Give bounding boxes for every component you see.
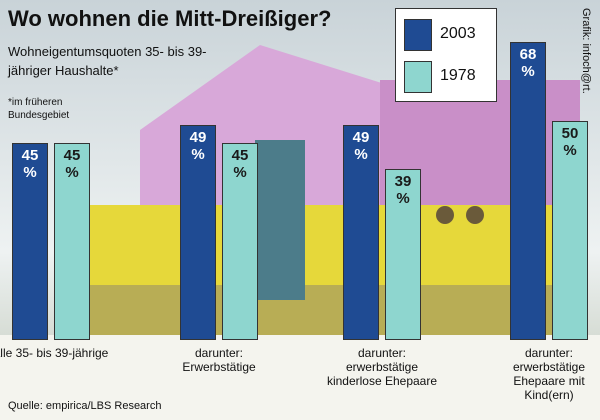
- x-tick-label: darunter: erwerbstätige Ehepaare mit Kin…: [512, 346, 586, 402]
- legend-swatch: [404, 61, 432, 93]
- legend: 2003 1978: [395, 8, 497, 102]
- bar: [54, 142, 90, 340]
- x-tick-label: alle 35- bis 39-jährige: [0, 346, 109, 360]
- value-label: 49 %: [352, 129, 370, 164]
- legend-label: 1978: [440, 67, 476, 84]
- value-label: 45 %: [63, 146, 81, 181]
- chart-title: Wo wohnen die Mitt-Dreißiger?: [8, 6, 332, 31]
- bar: [552, 121, 588, 340]
- bar: [343, 125, 379, 340]
- bar: [510, 42, 546, 340]
- value-label: 50 %: [561, 125, 579, 159]
- note: *im früheren Bundesgebiet: [8, 97, 70, 121]
- value-label: 49 %: [189, 129, 207, 164]
- credit: Grafik: infoch@rt.: [580, 8, 592, 94]
- bar: [385, 169, 421, 340]
- legend-swatch: [404, 19, 432, 51]
- bar: [222, 142, 258, 340]
- source: Quelle: empirica/LBS Research: [8, 400, 162, 412]
- x-tick-label: darunter: Erwerbstätige: [182, 346, 256, 374]
- x-tick-label: darunter: erwerbstätige kinderlose Ehepa…: [326, 346, 438, 388]
- value-label: 39 %: [394, 173, 412, 208]
- chart-subtitle: Wohneigentumsquoten 35- bis 39-jähriger …: [8, 44, 207, 78]
- value-label: 45 %: [231, 146, 249, 181]
- bar: [180, 125, 216, 340]
- value-label: 45 %: [21, 146, 39, 181]
- bar: [12, 142, 48, 340]
- value-label: 68 %: [519, 46, 537, 81]
- legend-label: 2003: [440, 25, 476, 42]
